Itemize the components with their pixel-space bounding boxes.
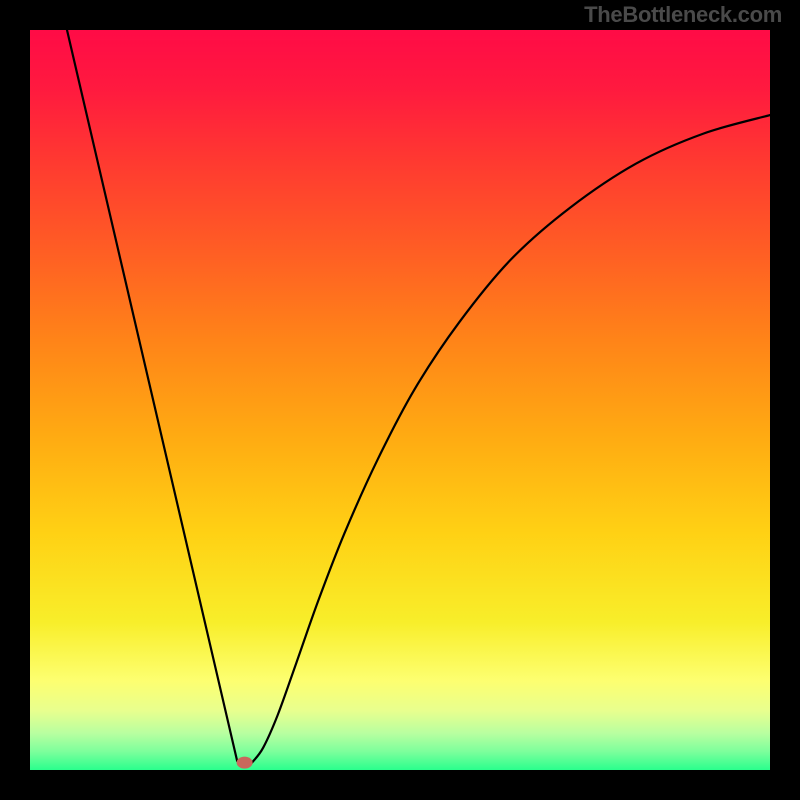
optimum-marker [237,757,253,769]
watermark-text: TheBottleneck.com [584,2,782,28]
gradient-background [30,30,770,770]
plot-area [30,30,770,770]
chart-container: TheBottleneck.com [0,0,800,800]
